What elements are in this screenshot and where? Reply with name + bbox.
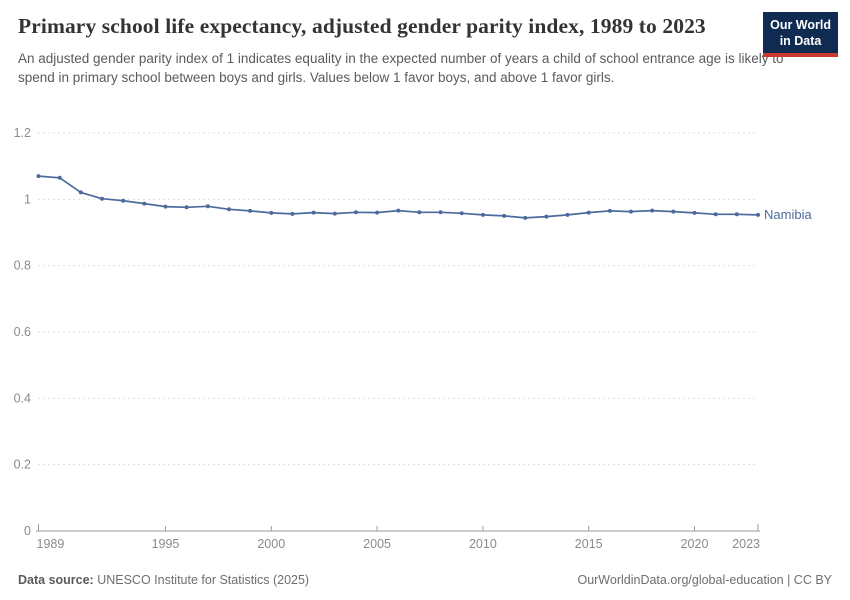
data-point[interactable] (121, 198, 126, 203)
owid-logo-line2: in Data (779, 33, 822, 48)
data-point[interactable] (607, 208, 612, 213)
data-point[interactable] (692, 210, 697, 215)
data-point[interactable] (756, 212, 760, 217)
page-title: Primary school life expectancy, adjusted… (18, 14, 706, 38)
x-axis-tick-label: 2010 (469, 537, 497, 551)
data-point[interactable] (438, 210, 443, 215)
data-point[interactable] (205, 204, 210, 209)
y-axis-tick-label: 0.2 (14, 458, 31, 472)
data-point[interactable] (417, 210, 422, 215)
data-point[interactable] (78, 190, 83, 195)
data-point[interactable] (671, 209, 676, 214)
y-axis-tick-label: 0 (24, 524, 31, 538)
data-point[interactable] (650, 208, 655, 213)
owid-logo[interactable]: Our World in Data (763, 12, 838, 57)
data-source-text: UNESCO Institute for Statistics (2025) (93, 573, 310, 587)
data-point[interactable] (184, 205, 189, 210)
y-axis-tick-label: 1 (24, 192, 31, 206)
data-point[interactable] (375, 210, 380, 215)
data-point[interactable] (586, 210, 591, 215)
data-point[interactable] (353, 210, 358, 215)
data-point[interactable] (163, 204, 168, 209)
x-axis-tick-label: 2020 (681, 537, 709, 551)
data-point[interactable] (734, 212, 739, 217)
data-point[interactable] (459, 211, 464, 216)
data-point[interactable] (100, 196, 104, 201)
data-point[interactable] (523, 215, 528, 220)
data-point[interactable] (36, 174, 41, 179)
chart-footer: Data source: UNESCO Institute for Statis… (18, 573, 832, 587)
x-axis-tick-label: 2005 (363, 537, 391, 551)
x-axis-tick-label: 2023 (732, 537, 760, 551)
chart-header: Primary school life expectancy, adjusted… (18, 10, 850, 87)
data-point[interactable] (227, 207, 231, 212)
data-point[interactable] (311, 210, 316, 215)
x-axis-tick-label: 1995 (152, 537, 180, 551)
data-source-label: Data source: (18, 573, 94, 587)
data-point[interactable] (480, 212, 485, 217)
x-axis-tick-label: 1989 (37, 537, 65, 551)
data-point[interactable] (57, 175, 62, 180)
y-axis-tick-label: 0.6 (14, 325, 31, 339)
data-point[interactable] (502, 213, 507, 218)
x-axis-tick-label: 2000 (257, 537, 285, 551)
series-label-namibia[interactable]: Namibia (764, 207, 812, 222)
data-point[interactable] (396, 208, 401, 213)
x-axis-tick-label: 2015 (575, 537, 603, 551)
license-link[interactable]: OurWorldinData.org/global-education | CC… (577, 573, 832, 587)
data-point[interactable] (332, 211, 337, 216)
y-axis-tick-label: 1.2 (14, 126, 31, 140)
data-point[interactable] (713, 212, 718, 217)
data-point[interactable] (269, 210, 274, 215)
y-axis-tick-label: 0.4 (14, 391, 31, 405)
data-source-note: Data source: UNESCO Institute for Statis… (18, 573, 309, 587)
data-point[interactable] (565, 212, 570, 217)
data-point[interactable] (142, 201, 147, 206)
y-axis-tick-label: 0.8 (14, 259, 31, 273)
data-point[interactable] (629, 209, 633, 214)
data-point[interactable] (544, 214, 549, 219)
data-point[interactable] (248, 208, 253, 213)
data-point[interactable] (290, 211, 295, 216)
chart-subtitle: An adjusted gender parity index of 1 ind… (18, 51, 784, 85)
owid-logo-line1: Our World (770, 18, 831, 32)
line-chart[interactable]: 0 0.2 0.4 0.6 0.8 1 1.2 1989 1995 2000 2005 2010 201… (0, 118, 850, 563)
